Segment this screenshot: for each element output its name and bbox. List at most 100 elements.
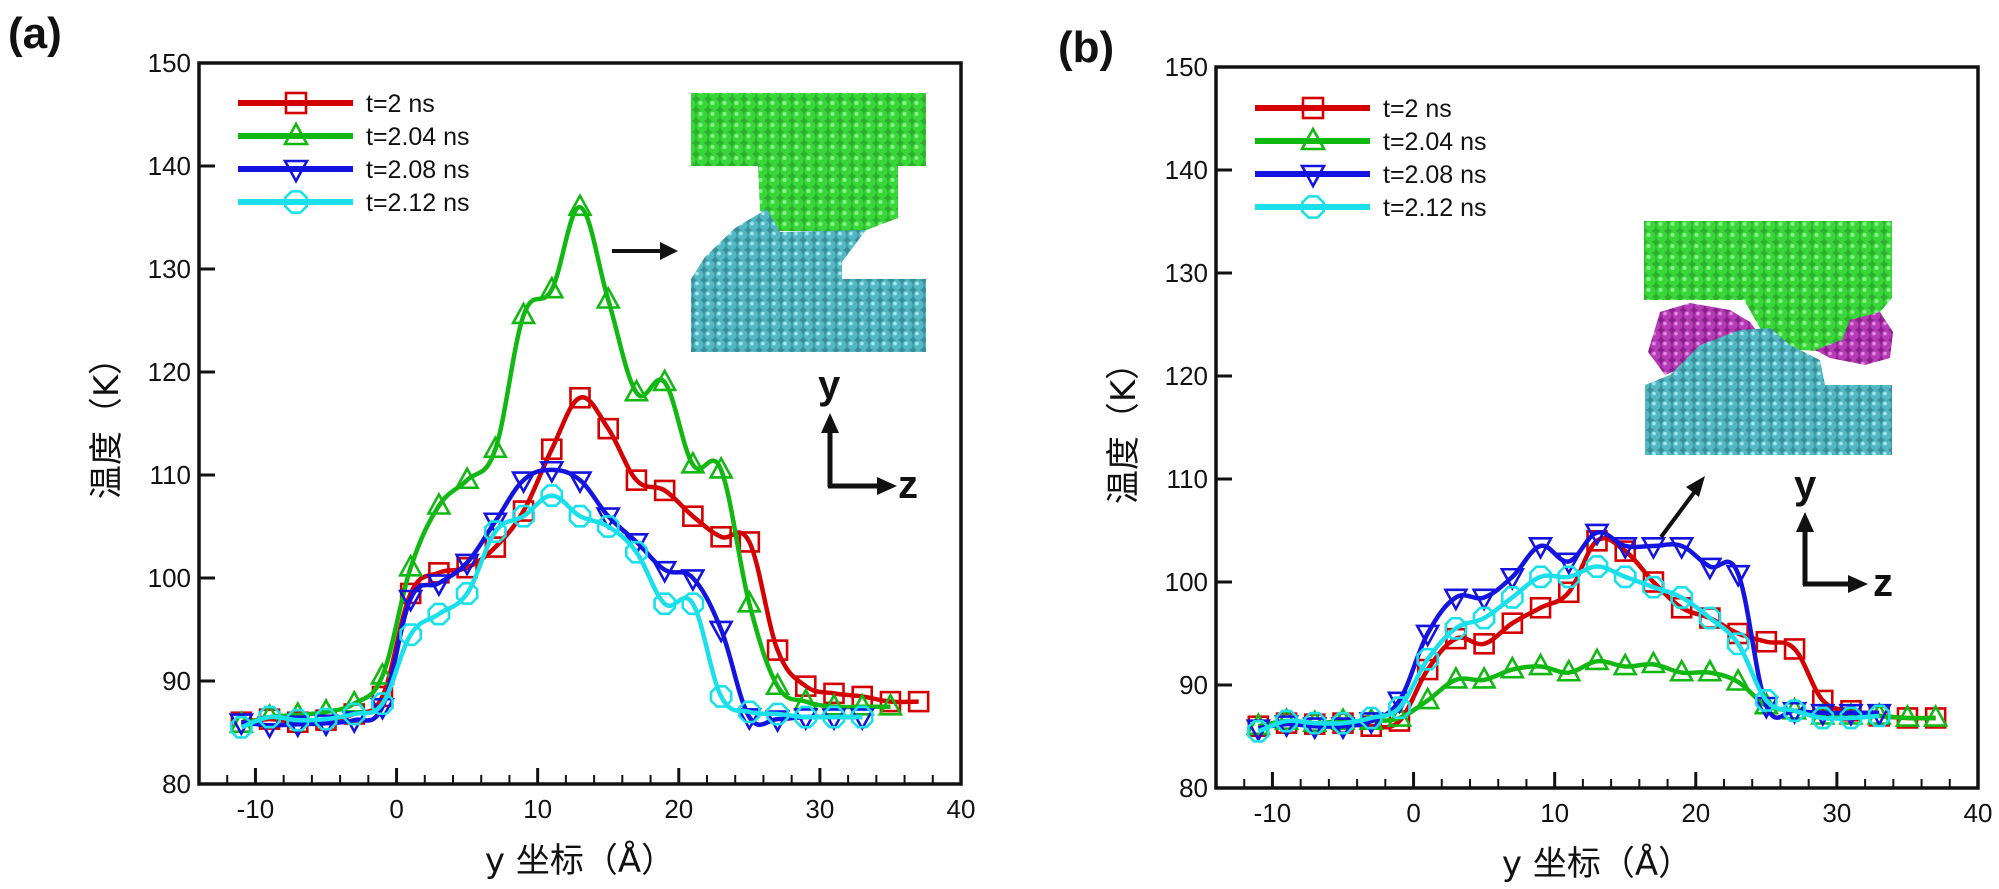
data-point-circle	[568, 504, 592, 528]
data-point-circle	[1246, 719, 1270, 743]
y-tick-label: 130	[1165, 258, 1208, 288]
data-point-triangle-up	[1640, 650, 1667, 674]
x-tick-label: 40	[947, 794, 976, 824]
data-point-square	[738, 531, 761, 553]
data-point-triangle-down	[1556, 552, 1582, 576]
data-point-circle	[709, 685, 733, 708]
y-tick-label: 120	[1165, 361, 1208, 391]
y-tick-label: 150	[1165, 52, 1208, 82]
y-tick-label: 140	[148, 151, 191, 181]
data-point-circle	[427, 602, 451, 626]
y-tick-label: 150	[148, 48, 191, 78]
data-point-circle	[1783, 699, 1806, 723]
data-point-triangle-up	[736, 589, 762, 613]
data-point-triangle-up	[1923, 703, 1949, 727]
data-point-triangle-up	[1499, 655, 1525, 679]
data-point-square	[653, 479, 676, 502]
data-point-triangle-up	[623, 378, 650, 402]
data-point-triangle-up	[1697, 658, 1723, 682]
data-point-circle	[625, 540, 648, 564]
data-point-triangle-down	[652, 560, 678, 584]
legend-label: t=2.08 ns	[366, 156, 470, 184]
data-point-triangle-up	[454, 466, 480, 490]
data-point-circle	[1754, 689, 1778, 712]
data-point-circle	[1331, 711, 1355, 735]
legend-label: t=2 ns	[1383, 95, 1452, 123]
data-point-triangle-down	[426, 574, 452, 598]
data-point-triangle-up	[1584, 647, 1610, 671]
panel-label-a: (a)	[8, 9, 62, 58]
legend-entry: t=2.04 ns	[238, 121, 470, 151]
data-point-triangle-up	[595, 285, 621, 309]
series-t-2-08-ns	[1245, 523, 1892, 743]
data-point-square	[597, 417, 620, 440]
data-point-circle	[1642, 575, 1665, 599]
data-point-triangle-down	[680, 569, 706, 593]
data-point-square	[625, 469, 648, 491]
data-point-triangle-down	[1640, 537, 1667, 561]
data-point-triangle-up	[1245, 712, 1271, 736]
data-point-triangle-up	[821, 692, 847, 716]
legend-label: t=2 ns	[366, 90, 435, 118]
data-point-triangle-down	[539, 460, 565, 484]
y-axis-title: 温度（K）	[1104, 346, 1144, 504]
data-point-circle	[314, 707, 338, 731]
inset-a-lower-block	[691, 209, 926, 352]
y-tick-label: 140	[1165, 155, 1208, 185]
data-point-square	[1557, 581, 1580, 604]
x-tick-label: 0	[1406, 798, 1420, 828]
y-tick-label: 120	[148, 357, 191, 387]
legend-marker-triangle-down	[1299, 164, 1327, 189]
legend-marker-square	[284, 91, 308, 115]
data-point-circle	[1726, 632, 1750, 656]
legend-marker-triangle-up	[282, 121, 310, 146]
data-point-circle	[455, 582, 479, 605]
legend-entry: t=2.08 ns	[238, 156, 470, 184]
data-point-triangle-up	[1669, 658, 1695, 682]
data-point-triangle-up	[1556, 658, 1582, 682]
y-tick-label: 90	[162, 666, 191, 696]
y-axis-title: 温度（K）	[87, 341, 127, 499]
legend-label: t=2.04 ns	[366, 123, 470, 151]
series-line	[240, 493, 863, 730]
data-point-circle	[371, 692, 394, 716]
data-point-circle	[1275, 709, 1298, 733]
y-tick-label: 110	[1167, 464, 1208, 494]
coord-label-z-b: z	[1873, 561, 1893, 605]
data-point-square	[1529, 596, 1552, 619]
data-point-circle	[1529, 565, 1552, 589]
data-point-square	[682, 505, 704, 528]
inset-snapshot-a	[691, 93, 926, 352]
data-point-circle	[1557, 565, 1581, 589]
data-point-triangle-down	[567, 471, 593, 495]
series-line	[241, 395, 919, 725]
data-point-triangle-down	[1584, 523, 1610, 547]
data-point-square	[1811, 689, 1834, 712]
data-point-square	[1473, 632, 1495, 655]
data-point-triangle-down	[1302, 717, 1328, 741]
legend-label: t=2.08 ns	[1383, 161, 1487, 189]
data-point-triangle-up	[1443, 665, 1469, 689]
data-point-circle	[512, 504, 535, 528]
data-point-triangle-up	[877, 692, 904, 716]
coordinate-axes-icon-a: y z	[818, 363, 918, 507]
data-point-circle	[1472, 606, 1496, 630]
x-axis-title: y 坐标（Å）	[485, 840, 675, 881]
data-point-square	[907, 690, 930, 713]
x-tick-label: 10	[1540, 798, 1569, 828]
inset-arrow-b	[1659, 476, 1705, 539]
data-point-triangle-down	[1273, 715, 1300, 739]
data-point-circle	[850, 705, 874, 729]
data-point-circle	[737, 700, 761, 724]
data-point-triangle-up	[1894, 703, 1921, 727]
x-tick-label: 30	[1822, 798, 1851, 828]
data-point-circle	[1613, 565, 1637, 589]
data-point-triangle-down	[285, 715, 311, 739]
data-point-triangle-down	[1527, 537, 1554, 561]
data-point-triangle-up	[1471, 665, 1497, 689]
legend-entry: t=2.12 ns	[238, 189, 470, 217]
data-point-circle	[229, 715, 253, 739]
legend-marker-square	[1301, 96, 1325, 120]
legend-marker-circle	[284, 190, 308, 214]
data-point-triangle-up	[398, 553, 424, 577]
